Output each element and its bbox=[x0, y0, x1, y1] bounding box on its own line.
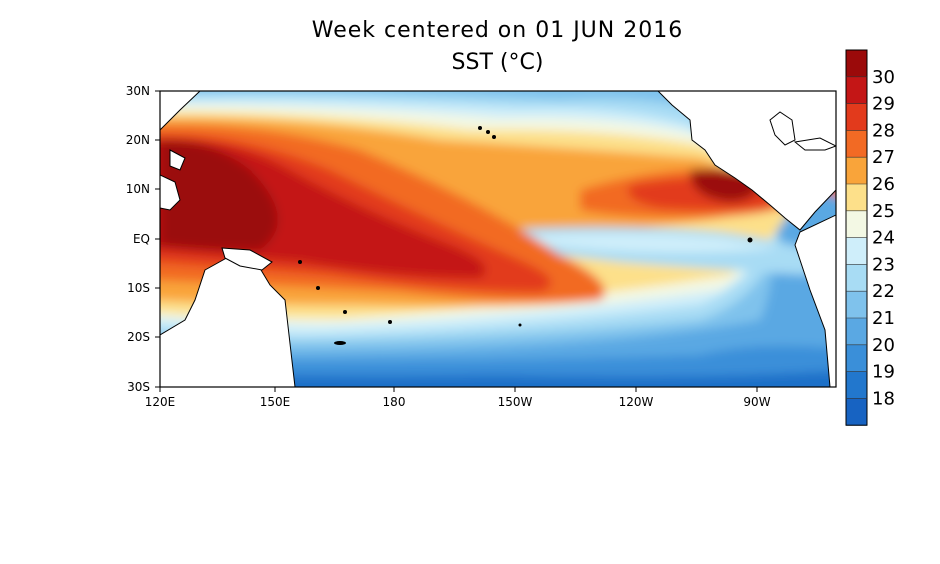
colorbar-label: 21 bbox=[872, 308, 895, 329]
colorbar-label: 29 bbox=[872, 94, 895, 115]
lon-label-150e: 150E bbox=[260, 395, 291, 409]
lon-label-150w: 150W bbox=[498, 395, 533, 409]
colorbar-label: 18 bbox=[872, 388, 895, 409]
sst-field bbox=[160, 91, 836, 387]
land-masses bbox=[160, 91, 836, 387]
colorbar: 30 29 28 27 26 25 24 23 22 21 20 19 18 bbox=[845, 49, 895, 426]
map-title: Week centered on 01 JUN 2016 bbox=[311, 18, 684, 43]
lon-label-120e: 120E bbox=[145, 395, 176, 409]
colorbar-label: 24 bbox=[872, 228, 895, 249]
colorbar-label: 30 bbox=[872, 67, 895, 88]
colorbar-swatch bbox=[846, 291, 867, 319]
lon-label-120w: 120W bbox=[619, 395, 654, 409]
colorbar-swatch bbox=[846, 210, 867, 239]
colorbar-label: 27 bbox=[872, 147, 895, 168]
colorbar-swatch bbox=[846, 318, 867, 346]
colorbar-swatch bbox=[846, 50, 867, 78]
colorbar-swatch bbox=[846, 130, 867, 158]
colorbar-label: 19 bbox=[872, 362, 895, 383]
lon-label-180: 180 bbox=[383, 395, 406, 409]
colorbar-label: 25 bbox=[872, 201, 895, 222]
colorbar-label: 28 bbox=[872, 120, 895, 141]
colorbar-label: 26 bbox=[872, 174, 895, 195]
colorbar-swatch bbox=[846, 157, 867, 185]
colorbar-label: 22 bbox=[872, 281, 895, 302]
colorbar-swatch bbox=[846, 237, 867, 265]
colorbar-swatch bbox=[846, 264, 867, 292]
lat-label-eq: EQ bbox=[133, 232, 150, 246]
lat-label-30s: 30S bbox=[127, 380, 150, 394]
colorbar-swatch bbox=[846, 184, 867, 212]
colorbar-swatch bbox=[846, 76, 867, 105]
colorbar-swatch bbox=[846, 371, 867, 399]
lon-axis: 120E 150E 180 150W 120W 90W bbox=[145, 387, 771, 409]
map-subtitle: SST (°C) bbox=[451, 50, 544, 75]
lat-label-10s: 10S bbox=[127, 281, 150, 295]
colorbar-label: 23 bbox=[872, 254, 895, 275]
colorbar-swatch bbox=[846, 398, 867, 426]
lat-label-10n: 10N bbox=[126, 182, 150, 196]
lat-label-30n: 30N bbox=[126, 84, 150, 98]
lat-label-20s: 20S bbox=[127, 330, 150, 344]
lat-label-20n: 20N bbox=[126, 133, 150, 147]
lat-axis: 30N 20N 10N EQ 10S 20S 30S bbox=[126, 84, 160, 394]
colorbar-swatch bbox=[846, 103, 867, 131]
colorbar-swatch bbox=[846, 344, 867, 373]
lon-label-90w: 90W bbox=[743, 395, 770, 409]
colorbar-label: 20 bbox=[872, 335, 895, 356]
